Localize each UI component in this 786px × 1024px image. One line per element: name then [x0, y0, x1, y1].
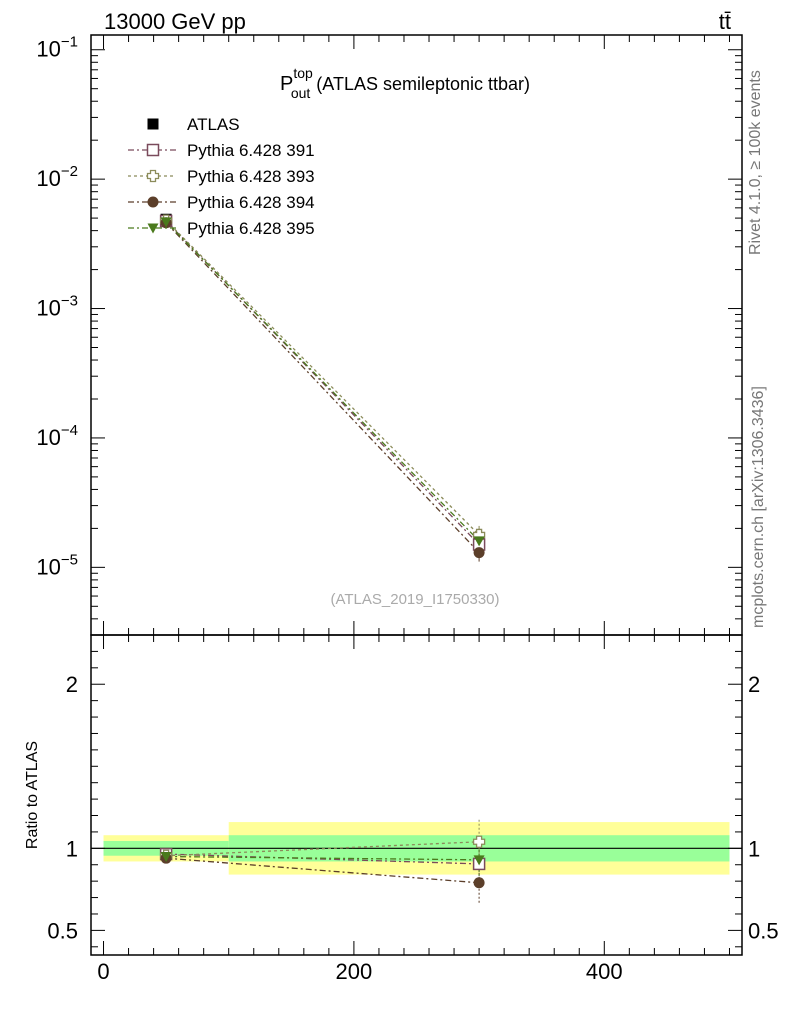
series-line	[165, 222, 480, 554]
ratio-series-line	[166, 841, 480, 857]
ratio-point	[473, 855, 485, 866]
legend-label: Pythia 6.428 395	[187, 219, 315, 238]
ratio-tick-label-left: 0.5	[47, 918, 78, 943]
y-tick-base: 10	[36, 166, 60, 191]
plot-title-sup: top	[293, 65, 313, 81]
analysis-tag: (ATLAS_2019_I1750330)	[330, 591, 499, 608]
ratio-series-layer	[159, 819, 486, 905]
ratio-tick-label-left: 1	[66, 836, 78, 861]
y-tick-label: 10−2	[36, 163, 78, 191]
legend-label: Pythia 6.428 391	[187, 141, 315, 160]
y-tick-label: 10−3	[36, 293, 78, 321]
header-energy-label: 13000 GeV pp	[104, 9, 246, 34]
data-point	[160, 217, 172, 228]
x-tick-label: 200	[336, 959, 373, 984]
y-tick-exponent: −2	[61, 163, 78, 180]
ratio-series-line	[166, 857, 480, 884]
y-tick-exponent: −5	[61, 551, 78, 568]
plot-title-rest: (ATLAS semileptonic ttbar)	[316, 74, 530, 94]
y-tick-base: 10	[36, 296, 60, 321]
ratio-tick-label-right: 0.5	[748, 918, 779, 943]
y-tick-exponent: −4	[61, 422, 78, 439]
y-tick-label: 10−4	[36, 422, 78, 450]
ratio-tick-label-left: 2	[66, 672, 78, 697]
x-axis: 0 200 400	[97, 959, 622, 984]
ratio-series-line	[166, 855, 480, 861]
ratio-panel: 0.5 0.5 1 1 2 2	[47, 634, 779, 956]
legend-label: Pythia 6.428 393	[187, 167, 315, 186]
data-point	[473, 536, 485, 547]
data-point	[473, 547, 485, 559]
legend-marker	[146, 169, 160, 183]
header-process-label: tt̄	[719, 9, 731, 34]
y-tick-exponent: −3	[61, 293, 78, 310]
main-panel: 10−110−210−310−410−5	[36, 34, 743, 636]
series-line	[165, 220, 480, 536]
y-tick-base: 10	[36, 554, 60, 579]
series-line	[165, 221, 480, 542]
ratio-tick-label-right: 1	[748, 836, 760, 861]
plot-title-main: P	[280, 73, 293, 95]
legend-marker	[146, 143, 160, 157]
y-tick-label: 10−5	[36, 551, 78, 579]
legend-label: ATLAS	[187, 115, 240, 134]
x-tick-label: 400	[586, 959, 623, 984]
ratio-point	[160, 852, 172, 863]
ratio-panel-frame	[90, 634, 743, 956]
y-tick-label: 10−1	[36, 34, 78, 62]
plot-title: Ptop out (ATLAS semileptonic ttbar)	[280, 65, 530, 101]
x-tick-label: 0	[97, 959, 109, 984]
plot-title-sub: out	[291, 85, 311, 101]
legend-marker	[147, 196, 159, 208]
y-tick-base: 10	[36, 425, 60, 450]
legend-marker	[147, 118, 159, 130]
y-tick-exponent: −1	[61, 34, 78, 51]
rivet-version-label: Rivet 4.1.0, ≥ 100k events	[747, 70, 764, 255]
y-tick-base: 10	[36, 37, 60, 62]
legend-label: Pythia 6.428 394	[187, 193, 315, 212]
ratio-point	[472, 835, 486, 848]
ratio-series-line	[166, 853, 480, 865]
ratio-point	[473, 877, 485, 889]
mcplots-source-label: mcplots.cern.ch [arXiv:1306.3436]	[750, 386, 767, 628]
ratio-tick-label-right: 2	[748, 672, 760, 697]
legend: ATLAS Pythia 6.428 391 Pythia 6.428 393 Pyt…	[128, 115, 315, 238]
main-series-layer	[159, 213, 486, 562]
ratio-y-axis-label: Ratio to ATLAS	[24, 741, 41, 849]
legend-marker	[147, 223, 159, 234]
